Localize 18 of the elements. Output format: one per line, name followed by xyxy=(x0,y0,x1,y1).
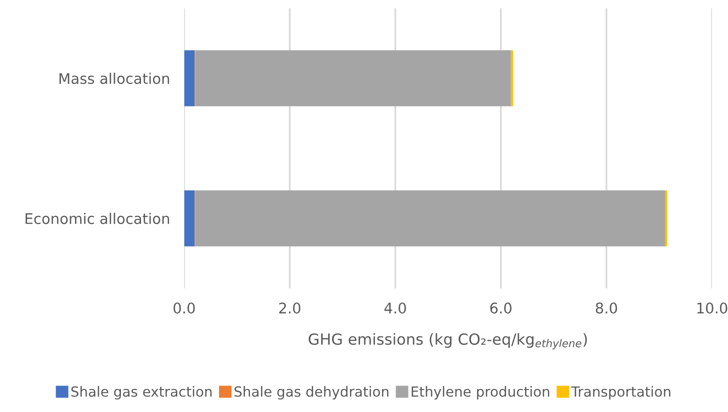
x-tick-label: 8.0 xyxy=(596,302,618,314)
bar xyxy=(184,190,195,246)
x-tick-label: 6.0 xyxy=(490,302,512,314)
y-tick-label: Mass allocation xyxy=(60,72,170,84)
bar xyxy=(195,50,511,106)
y-tick-label: Economic allocation xyxy=(26,212,170,224)
x-tick-label: 4.0 xyxy=(384,302,406,314)
x-tick-label: 0.0 xyxy=(174,302,195,314)
bar xyxy=(184,50,195,106)
x-tick-label: 2.0 xyxy=(279,302,300,314)
x-tick-label: 10.0 xyxy=(697,302,728,314)
bar xyxy=(195,190,666,246)
legend-label: Ethylene production xyxy=(412,386,550,400)
legend-label: Transportation xyxy=(571,386,670,400)
bar xyxy=(510,50,514,106)
legend-label: Shale gas extraction xyxy=(71,386,212,400)
legend-label: Shale gas dehydration xyxy=(234,386,388,400)
x-axis-title: GHG emissions (kg CO₂-eq/kg$_{ethylene}$) xyxy=(308,333,587,350)
